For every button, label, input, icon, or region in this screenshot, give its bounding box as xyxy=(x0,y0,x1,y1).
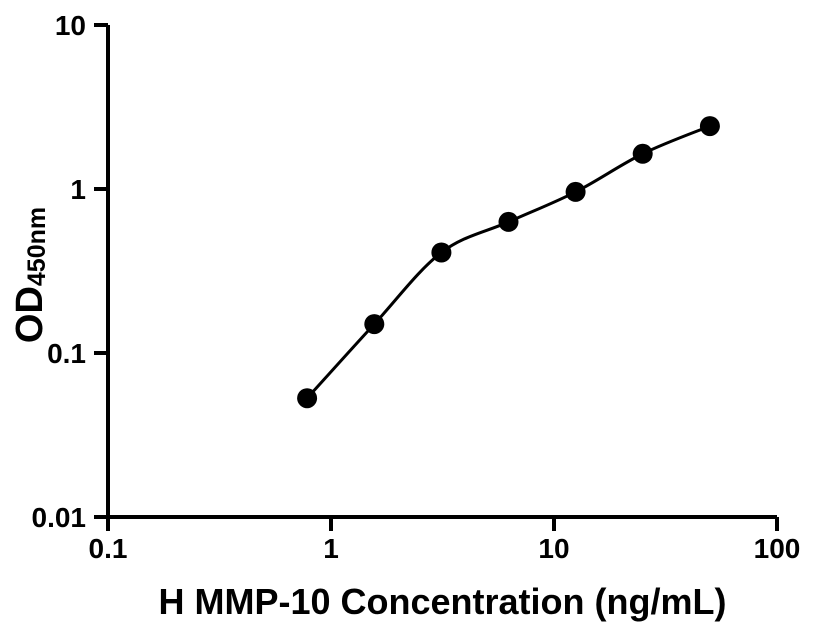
y-tick-label: 10 xyxy=(55,10,86,41)
x-tick-label: 1 xyxy=(323,533,339,564)
data-point xyxy=(431,242,452,263)
y-tick-label: 0.1 xyxy=(47,338,86,369)
data-point xyxy=(632,143,653,164)
x-tick-label: 10 xyxy=(538,533,569,564)
y-tick-label: 1 xyxy=(70,174,86,205)
x-tick-label: 0.1 xyxy=(89,533,128,564)
y-tick-label: 0.01 xyxy=(32,502,87,533)
x-tick-label: 100 xyxy=(754,533,801,564)
y-axis-title-main: OD xyxy=(9,286,51,344)
y-axis-title-subscript: 450nm xyxy=(23,206,51,287)
data-point xyxy=(498,211,519,232)
data-point xyxy=(364,314,385,335)
data-point xyxy=(699,116,720,137)
x-axis-title: H MMP-10 Concentration (ng/mL) xyxy=(158,581,727,622)
axis-spine xyxy=(106,25,777,519)
fit-curve xyxy=(305,124,711,400)
y-axis-title: OD450nm xyxy=(9,206,51,344)
data-point xyxy=(565,181,586,202)
data-point xyxy=(297,388,318,409)
